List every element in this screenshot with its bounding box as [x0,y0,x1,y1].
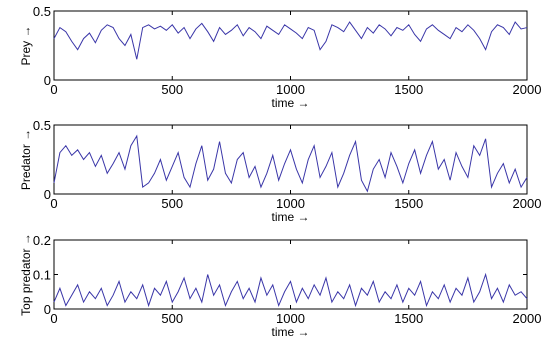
y-tick-label: 0.2 [33,233,51,248]
x-axis-label: time → [271,210,309,224]
x-tick-label: 1500 [394,82,423,97]
x-tick-label: 2000 [513,82,542,97]
x-axis-label: time → [271,96,309,110]
x-tick-label: 0 [50,196,57,211]
y-tick-label: 0 [44,73,51,88]
x-tick-label: 500 [161,196,183,211]
y-axis-label: Prey → [19,25,33,65]
x-tick-label: 1000 [276,82,305,97]
line-series [53,21,528,60]
x-tick-label: 0 [50,311,57,326]
x-axis-label: time → [271,325,309,339]
y-tick-label: 0.5 [33,118,51,133]
x-tick-label: 500 [161,82,183,97]
y-tick-label: 0.5 [33,4,51,19]
line-series [53,134,528,193]
y-tick-label: 0.1 [33,268,51,283]
x-tick-label: 2000 [513,196,542,211]
x-tick-label: 1500 [394,311,423,326]
x-tick-label: 2000 [513,311,542,326]
x-tick-label: 1000 [276,311,305,326]
y-axis-label: Predator → [19,129,33,190]
x-tick-label: 0 [50,82,57,97]
y-axis-label: Top predator → [19,233,33,316]
y-tick-label: 0 [44,302,51,317]
x-tick-label: 1500 [394,196,423,211]
x-tick-label: 500 [161,311,183,326]
line-series [53,272,528,308]
y-tick-label: 0 [44,187,51,202]
plot-frame [53,239,528,310]
x-tick-label: 1000 [276,196,305,211]
plot-frame [53,124,528,195]
